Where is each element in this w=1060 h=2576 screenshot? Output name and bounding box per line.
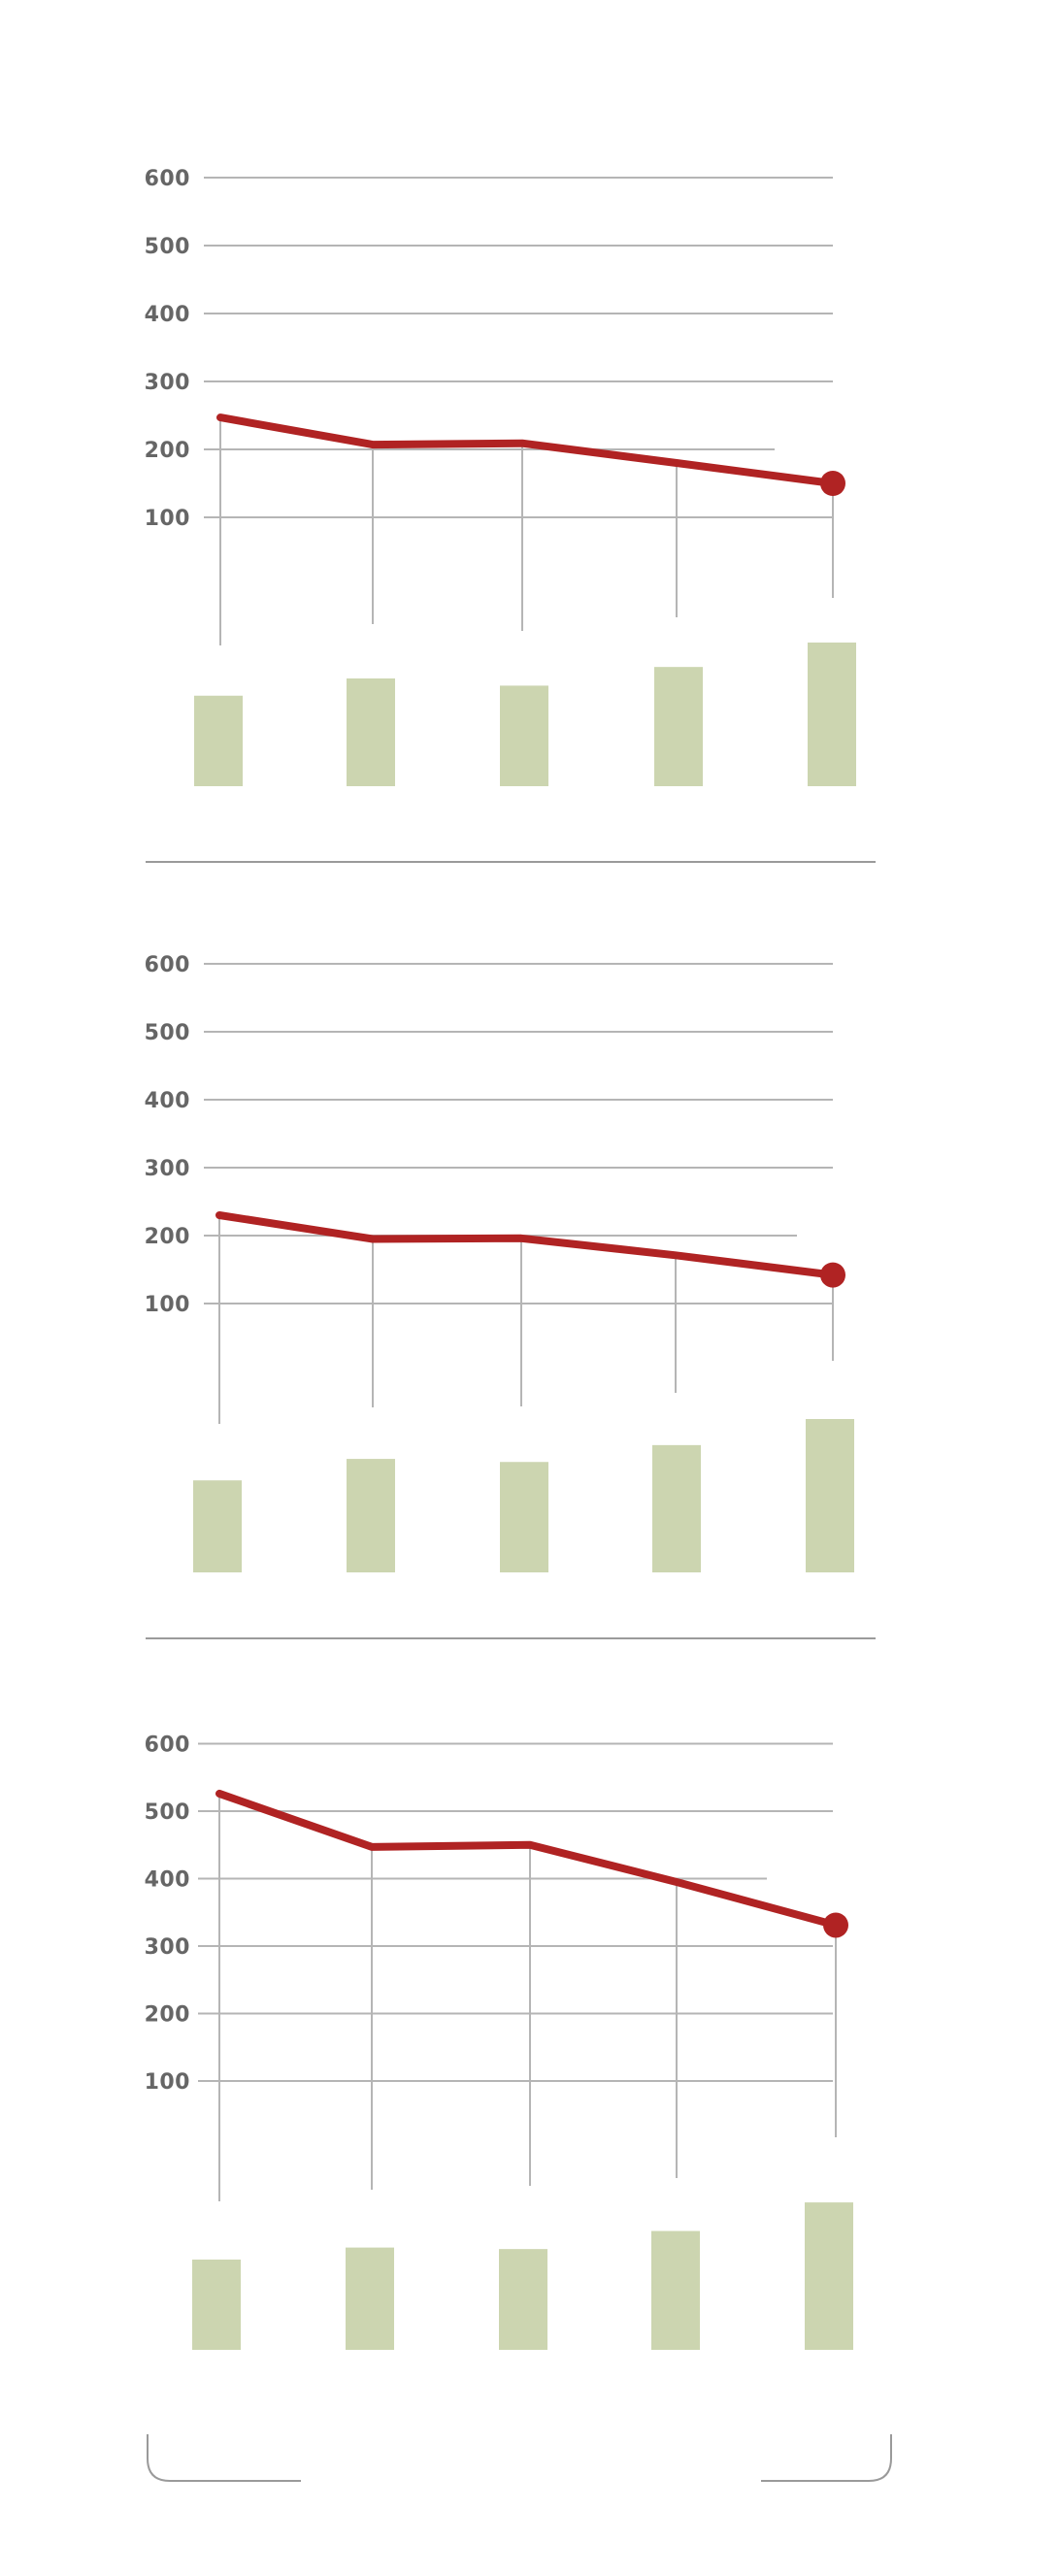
y-tick-label: 600 — [145, 167, 190, 191]
bar — [654, 667, 703, 786]
y-tick-label: 600 — [145, 1734, 190, 1758]
y-tick-label: 100 — [145, 2070, 190, 2095]
y-tick-label: 300 — [145, 1935, 190, 1960]
bar — [651, 2230, 700, 2350]
bar — [808, 643, 856, 786]
bottom-bracket — [147, 2434, 892, 2482]
y-tick-label: 300 — [145, 1157, 190, 1181]
y-tick-label: 500 — [145, 235, 190, 259]
series-end-point — [823, 1912, 848, 1938]
series-end-point — [820, 471, 845, 496]
bar — [805, 2202, 853, 2350]
y-tick-label: 500 — [145, 1800, 190, 1825]
y-tick-label: 400 — [145, 303, 190, 327]
y-tick-label: 300 — [145, 371, 190, 395]
y-tick-label: 200 — [145, 2003, 190, 2028]
y-tick-label: 100 — [145, 1293, 190, 1317]
bar — [347, 678, 395, 786]
y-tick-label: 400 — [145, 1089, 190, 1113]
series-line — [215, 1789, 840, 1930]
y-tick-label: 200 — [145, 1225, 190, 1249]
bar — [346, 2247, 394, 2350]
panel-dividers — [146, 861, 876, 1639]
chart-panel: 100 200 300 400 500 600 — [145, 167, 856, 786]
bar — [194, 695, 243, 786]
series-line — [215, 1211, 837, 1279]
bar — [652, 1444, 701, 1572]
y-tick-label: 100 — [145, 507, 190, 531]
bar — [193, 1480, 242, 1572]
bar — [499, 2249, 547, 2350]
bar — [500, 1462, 548, 1572]
chart-panel: 100 200 300 400 500 600 — [145, 1734, 853, 2350]
bar — [806, 1419, 854, 1572]
y-tick-label: 600 — [145, 953, 190, 977]
series-line — [216, 413, 837, 487]
bar — [347, 1459, 395, 1572]
y-tick-label: 400 — [145, 1868, 190, 1893]
bar — [192, 2260, 241, 2350]
series-end-point — [820, 1262, 845, 1288]
chart-panels-layer: 100 200 300 400 500 600 100 200 300 400 500 600 100 2… — [145, 167, 856, 2350]
bracket-right — [761, 2434, 892, 2482]
bracket-left — [147, 2434, 301, 2482]
y-tick-label: 500 — [145, 1021, 190, 1045]
chart-panel: 100 200 300 400 500 600 — [145, 953, 854, 1572]
y-tick-label: 200 — [145, 439, 190, 463]
bar — [500, 685, 548, 786]
